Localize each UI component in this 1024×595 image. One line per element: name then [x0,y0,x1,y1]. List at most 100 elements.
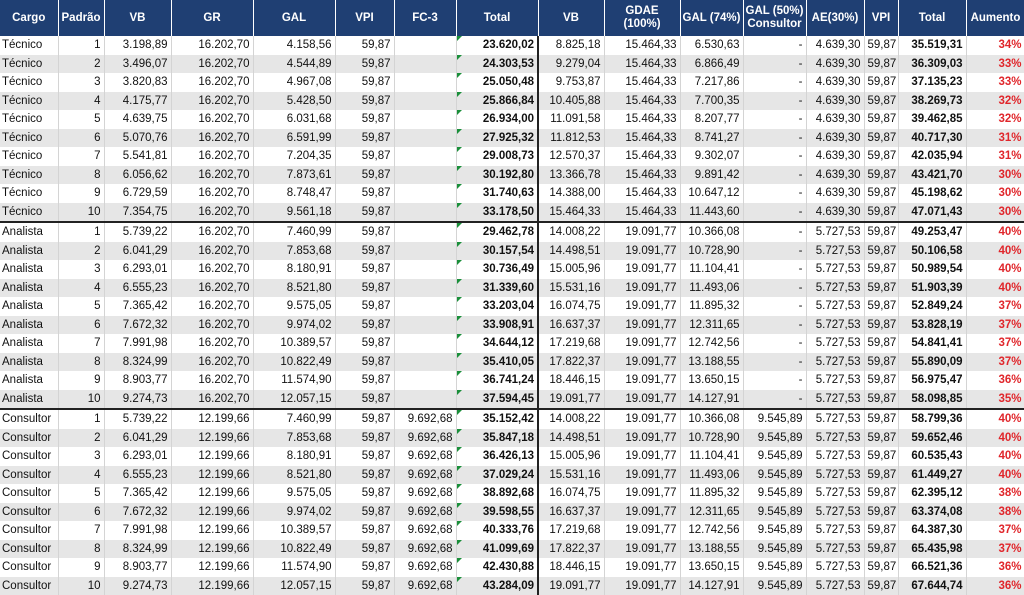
cell-gal[interactable]: 7.460,99 [253,409,335,429]
cell-vb[interactable]: 7.991,98 [104,334,171,353]
header-total-new[interactable]: Total [898,0,966,36]
cell-gal[interactable]: 8.521,80 [253,466,335,485]
cell-total-new[interactable]: 35.519,31 [898,36,966,55]
cell-vb-new[interactable]: 11.091,58 [538,110,604,129]
cell-total[interactable]: 30.157,54 [456,242,538,261]
cell-total[interactable]: 29.462,78 [456,222,538,242]
cell-gr[interactable]: 16.202,70 [171,147,253,166]
cell-total-new[interactable]: 58.098,85 [898,390,966,410]
cell-gdae[interactable]: 19.091,77 [604,521,680,540]
cell-total[interactable]: 26.934,00 [456,110,538,129]
cell-fc3[interactable] [394,147,456,166]
cell-gal-50-consultor[interactable]: 9.545,89 [743,503,806,522]
cell-gal-74[interactable]: 7.700,35 [680,92,743,111]
cell-vpi[interactable]: 59,87 [335,147,394,166]
header-ae[interactable]: AE(30%) [806,0,864,36]
cell-gal[interactable]: 10.822,49 [253,540,335,559]
cell-gr[interactable]: 16.202,70 [171,260,253,279]
cell-total[interactable]: 30.192,80 [456,166,538,185]
cell-vpi[interactable]: 59,87 [335,334,394,353]
cell-total[interactable]: 41.099,69 [456,540,538,559]
cell-gal[interactable]: 10.389,57 [253,334,335,353]
cell-gr[interactable]: 16.202,70 [171,222,253,242]
cell-gdae[interactable]: 19.091,77 [604,279,680,298]
cell-gal[interactable]: 4.967,08 [253,73,335,92]
cell-total-new[interactable]: 42.035,94 [898,147,966,166]
cell-padrao[interactable]: 4 [58,92,104,111]
cell-padrao[interactable]: 3 [58,260,104,279]
cell-total-new[interactable]: 58.799,36 [898,409,966,429]
cell-fc3[interactable] [394,242,456,261]
cell-gal-50-consultor[interactable]: 9.545,89 [743,466,806,485]
cell-vb[interactable]: 7.991,98 [104,521,171,540]
cell-ae[interactable]: 5.727,53 [806,484,864,503]
cell-fc3[interactable]: 9.692,68 [394,521,456,540]
cell-aumento[interactable]: 31% [966,147,1024,166]
cell-vpi[interactable]: 59,87 [335,110,394,129]
cell-vb-new[interactable]: 14.008,22 [538,409,604,429]
cell-total[interactable]: 39.598,55 [456,503,538,522]
cell-aumento[interactable]: 37% [966,316,1024,335]
cell-total[interactable]: 37.594,45 [456,390,538,410]
cell-vpi[interactable]: 59,87 [335,371,394,390]
cell-gdae[interactable]: 19.091,77 [604,484,680,503]
cell-vpi-new[interactable]: 59,87 [864,129,898,148]
cell-gal-74[interactable]: 11.104,41 [680,260,743,279]
cell-ae[interactable]: 5.727,53 [806,334,864,353]
cell-total-new[interactable]: 59.652,46 [898,429,966,448]
cell-gdae[interactable]: 19.091,77 [604,409,680,429]
cell-gr[interactable]: 16.202,70 [171,36,253,55]
cell-gal-50-consultor[interactable]: - [743,73,806,92]
cell-padrao[interactable]: 10 [58,203,104,223]
cell-ae[interactable]: 5.727,53 [806,503,864,522]
cell-aumento[interactable]: 38% [966,484,1024,503]
cell-vb[interactable]: 7.354,75 [104,203,171,223]
cell-padrao[interactable]: 1 [58,409,104,429]
header-gal-74[interactable]: GAL (74%) [680,0,743,36]
cell-gr[interactable]: 16.202,70 [171,110,253,129]
cell-vb-new[interactable]: 16.074,75 [538,484,604,503]
cell-total[interactable]: 35.152,42 [456,409,538,429]
cell-gr[interactable]: 16.202,70 [171,55,253,74]
cell-padrao[interactable]: 8 [58,353,104,372]
cell-aumento[interactable]: 30% [966,166,1024,185]
cell-total-new[interactable]: 43.421,70 [898,166,966,185]
cell-vb[interactable]: 3.198,89 [104,36,171,55]
cell-total[interactable]: 31.339,60 [456,279,538,298]
cell-cargo[interactable]: Analista [0,260,58,279]
cell-ae[interactable]: 4.639,30 [806,92,864,111]
cell-aumento[interactable]: 32% [966,110,1024,129]
cell-gal[interactable]: 11.574,90 [253,558,335,577]
cell-vpi-new[interactable]: 59,87 [864,73,898,92]
cell-gr[interactable]: 16.202,70 [171,353,253,372]
cell-gal-74[interactable]: 11.895,32 [680,297,743,316]
cell-gal[interactable]: 8.748,47 [253,184,335,203]
header-aumento[interactable]: Aumento [966,0,1024,36]
cell-gal[interactable]: 4.158,56 [253,36,335,55]
cell-vpi-new[interactable]: 59,87 [864,558,898,577]
cell-aumento[interactable]: 37% [966,297,1024,316]
cell-padrao[interactable]: 6 [58,316,104,335]
cell-gal-50-consultor[interactable]: 9.545,89 [743,429,806,448]
cell-vb-new[interactable]: 16.637,37 [538,503,604,522]
cell-aumento[interactable]: 40% [966,260,1024,279]
cell-gal-74[interactable]: 9.891,42 [680,166,743,185]
cell-cargo[interactable]: Analista [0,371,58,390]
cell-total-new[interactable]: 50.106,58 [898,242,966,261]
cell-gal[interactable]: 9.575,05 [253,297,335,316]
cell-vb-new[interactable]: 19.091,77 [538,577,604,595]
cell-vpi[interactable]: 59,87 [335,184,394,203]
cell-fc3[interactable] [394,371,456,390]
cell-ae[interactable]: 5.727,53 [806,297,864,316]
cell-gdae[interactable]: 19.091,77 [604,558,680,577]
cell-gr[interactable]: 16.202,70 [171,297,253,316]
cell-gdae[interactable]: 15.464,33 [604,55,680,74]
cell-cargo[interactable]: Técnico [0,203,58,223]
cell-aumento[interactable]: 33% [966,73,1024,92]
cell-aumento[interactable]: 40% [966,409,1024,429]
cell-fc3[interactable]: 9.692,68 [394,429,456,448]
cell-gal-50-consultor[interactable]: - [743,242,806,261]
cell-vb-new[interactable]: 17.822,37 [538,353,604,372]
cell-gal-74[interactable]: 13.650,15 [680,558,743,577]
cell-gr[interactable]: 12.199,66 [171,540,253,559]
